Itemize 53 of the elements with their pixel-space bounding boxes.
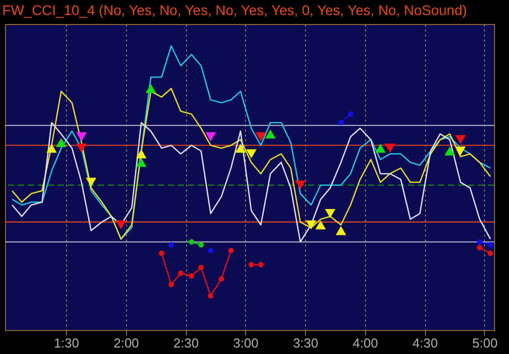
point <box>375 144 386 153</box>
point <box>218 276 224 282</box>
x-tick-label: 5:00 <box>472 336 498 350</box>
point <box>488 250 494 256</box>
x-tick-label: 2:30 <box>173 336 199 350</box>
point <box>178 270 184 276</box>
point <box>86 178 96 187</box>
point <box>256 132 266 142</box>
point <box>228 248 234 254</box>
point <box>476 239 482 245</box>
point <box>336 226 346 236</box>
point <box>198 242 204 248</box>
point <box>158 250 164 256</box>
chart-title: FW_CCI_10_4 (No, Yes, No, Yes, No, Yes, Yes, 0, Yes, Yes, No, NoSound) <box>2 2 467 18</box>
point <box>76 132 87 142</box>
point <box>116 220 126 230</box>
point <box>455 135 466 144</box>
point <box>188 273 194 279</box>
point <box>444 146 456 156</box>
point <box>235 144 246 153</box>
point <box>188 239 194 245</box>
point <box>208 248 214 254</box>
point <box>205 132 216 142</box>
point <box>315 220 326 230</box>
point <box>476 244 482 250</box>
x-tick-label: 4:00 <box>352 336 378 350</box>
point <box>136 158 147 167</box>
point <box>246 149 257 158</box>
point <box>198 264 204 270</box>
point <box>306 220 316 230</box>
x-tick-label: 4:30 <box>412 336 438 350</box>
point <box>208 293 214 299</box>
point <box>146 84 156 94</box>
x-tick-label: 3:30 <box>292 336 318 350</box>
point <box>295 180 306 190</box>
point <box>46 144 57 153</box>
point <box>76 144 87 153</box>
point <box>324 208 336 218</box>
point <box>258 262 264 268</box>
point <box>136 149 147 158</box>
x-tick-label: 1:30 <box>54 336 80 350</box>
point <box>348 111 354 117</box>
point <box>338 120 344 126</box>
point <box>265 129 276 138</box>
point <box>56 138 66 148</box>
x-tick-label: 3:00 <box>233 336 258 350</box>
point <box>248 262 254 268</box>
point <box>168 242 174 248</box>
point <box>168 282 174 288</box>
x-tick-label: 2:00 <box>114 336 139 350</box>
point <box>455 146 466 156</box>
point <box>384 144 396 153</box>
point <box>488 242 494 248</box>
